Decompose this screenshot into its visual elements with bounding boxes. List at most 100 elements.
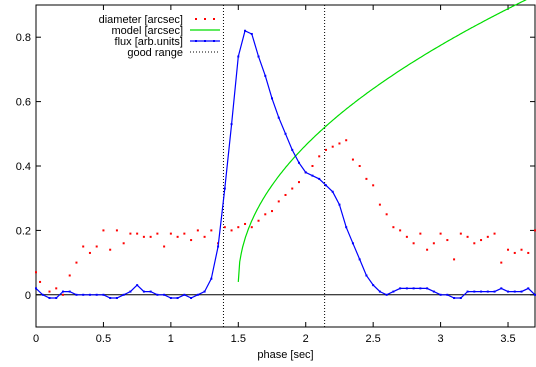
diameter-point [439, 232, 442, 235]
diameter-point [82, 245, 85, 248]
flux-point [223, 187, 226, 190]
diameter-point [338, 142, 341, 145]
diameter-point [520, 248, 523, 251]
diameter-point [331, 145, 334, 148]
flux-point [513, 290, 516, 293]
diameter-point [48, 290, 51, 293]
diameter-point [284, 193, 287, 196]
diameter-point [223, 226, 226, 229]
diameter-point [419, 232, 422, 235]
flux-point [493, 290, 496, 293]
diameter-point [257, 219, 260, 222]
diameter-point [466, 235, 469, 238]
diameter-point [244, 222, 247, 225]
diameter-point [122, 242, 125, 245]
x-tick-label: 3 [438, 333, 444, 345]
flux-point [338, 203, 341, 206]
legend-label: model [arcsec] [111, 25, 183, 37]
legend-sample-point [204, 18, 206, 20]
flux-point [48, 297, 51, 300]
flux-point [331, 190, 334, 193]
flux-point [82, 293, 85, 296]
diameter-point [392, 226, 395, 229]
diameter-point [102, 229, 105, 232]
flux-point [345, 226, 348, 229]
diameter-point [432, 242, 435, 245]
diameter-point [311, 165, 314, 167]
diameter-point [318, 155, 321, 158]
flux-point [163, 293, 166, 296]
diameter-point [378, 203, 381, 206]
flux-point [419, 287, 422, 290]
diameter-point [493, 232, 496, 235]
flux-point [412, 287, 415, 290]
flux-point [237, 55, 240, 58]
flux-point [365, 274, 368, 277]
diameter-point [142, 235, 145, 238]
flux-point [473, 290, 476, 293]
diameter-point [39, 280, 42, 283]
y-tick-label: 0.6 [16, 97, 31, 109]
x-tick-label: 1 [168, 333, 174, 345]
flux-series-points [35, 29, 536, 300]
y-tick-label: 0.8 [16, 32, 31, 44]
flux-point [520, 290, 523, 293]
diameter-point [507, 248, 510, 251]
legend-label: diameter [arcsec] [99, 14, 183, 26]
flux-point [149, 290, 152, 293]
flux-point [250, 32, 253, 35]
diameter-point [291, 187, 294, 190]
x-tick-label: 0 [33, 333, 39, 345]
flux-point [68, 290, 71, 293]
y-tick-label: 0 [25, 290, 31, 302]
flux-point [196, 293, 199, 296]
diameter-point [169, 232, 172, 235]
diameter-point [210, 229, 213, 232]
diameter-point [365, 177, 368, 180]
diameter-point [196, 229, 199, 232]
flux-point [527, 287, 530, 290]
diameter-point [324, 148, 327, 151]
x-tick-label: 0.5 [96, 333, 111, 345]
diameter-point [55, 287, 58, 290]
flux-series-line [35, 29, 536, 299]
diameter-point [230, 229, 233, 232]
x-axis-label: phase [sec] [257, 349, 313, 361]
diameter-point [163, 245, 166, 248]
flux-point [203, 290, 206, 293]
diameter-point [486, 235, 489, 238]
x-tick-label: 3.5 [500, 333, 515, 345]
flux-point [284, 132, 287, 135]
flux-point [534, 293, 536, 296]
diameter-series [35, 139, 536, 296]
flux-point [271, 97, 274, 100]
flux-point [122, 293, 125, 296]
flux-point [291, 148, 294, 151]
flux-point [230, 123, 233, 126]
diameter-point [527, 251, 530, 254]
flux-point [385, 293, 388, 296]
flux-point [95, 293, 98, 296]
model-series-line [237, 0, 527, 282]
flux-point [115, 297, 118, 300]
diameter-point [473, 242, 476, 245]
flux-point [169, 297, 172, 300]
y-tick-label: 0.4 [16, 161, 31, 173]
diameter-point [453, 258, 456, 261]
y-tick-label: 0.2 [16, 225, 31, 237]
legend-sample-point [213, 40, 215, 42]
flux-point [453, 297, 456, 300]
diameter-point [412, 242, 415, 245]
diameter-point [176, 235, 179, 238]
flux-point [35, 287, 37, 290]
flux-point [358, 258, 361, 261]
flux-point [311, 174, 314, 177]
flux-point [392, 290, 395, 293]
flux-point [405, 287, 408, 290]
legend-sample-point [213, 18, 215, 20]
flux-point [277, 116, 280, 119]
flux-point [378, 290, 381, 293]
flux-point [426, 287, 429, 290]
flux-point [372, 284, 375, 287]
flux-point [176, 297, 179, 300]
